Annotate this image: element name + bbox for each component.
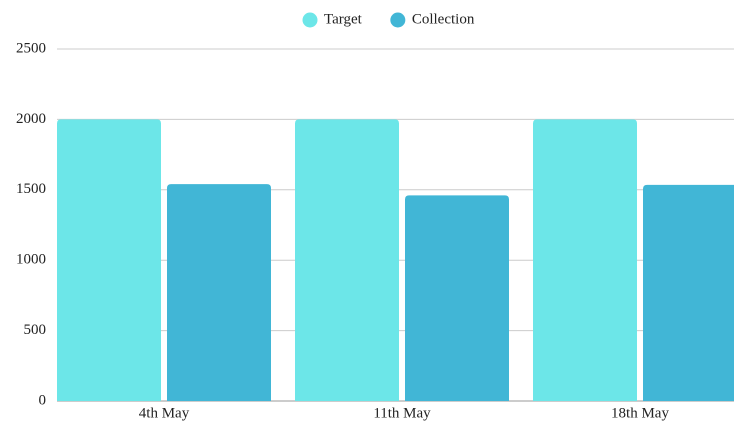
x-tick-label: 4th May <box>139 405 190 421</box>
bar <box>167 184 271 401</box>
y-tick-label: 2000 <box>16 111 46 127</box>
legend: Target Collection <box>302 11 475 28</box>
legend-label: Target <box>324 11 363 27</box>
bars <box>57 119 734 402</box>
bar <box>643 184 734 401</box>
labels: 0 500 1000 1500 2000 2500 4th May 11th May 18th … <box>16 40 669 421</box>
x-tick-label: 18th May <box>611 405 669 421</box>
bar <box>57 119 161 402</box>
bar <box>533 119 637 402</box>
legend-swatch <box>302 12 318 28</box>
y-tick-label: 500 <box>24 322 47 338</box>
legend-swatch <box>390 12 406 28</box>
y-tick-label: 0 <box>39 392 47 408</box>
bar <box>295 119 399 402</box>
x-tick-label: 11th May <box>373 405 431 421</box>
y-tick-label: 1500 <box>16 181 46 197</box>
bar <box>405 195 509 401</box>
y-tick-label: 2500 <box>16 40 46 56</box>
y-tick-label: 1000 <box>16 252 46 268</box>
legend-label: Collection <box>412 11 475 27</box>
